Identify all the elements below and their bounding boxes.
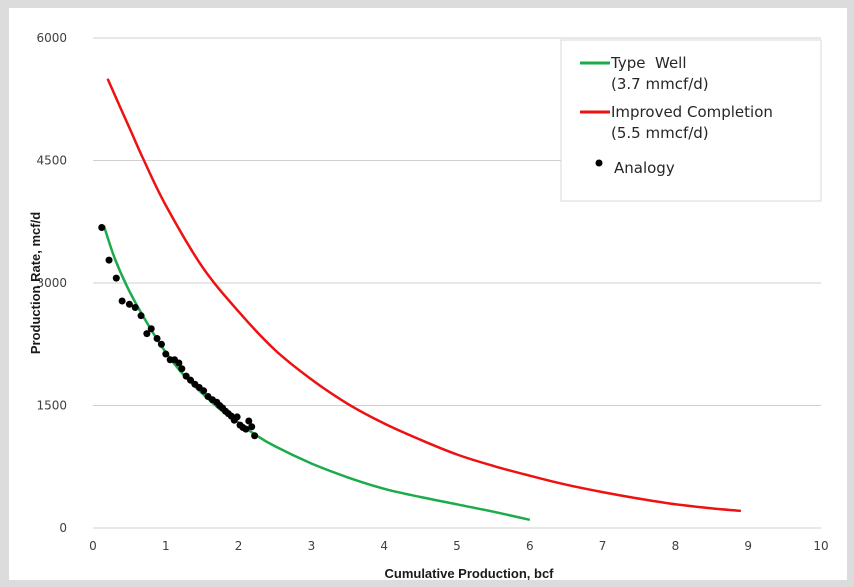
- y-axis-title: Production Rate, mcf/d: [28, 212, 43, 354]
- chart-frame: 0 1 2 3 4 5 6 7 8 9 10 0 1500 3000 4500 6000 Cumulativ…: [9, 8, 847, 580]
- data-point-analogy: [233, 413, 241, 421]
- x-tick-label: 1: [162, 539, 170, 553]
- data-point-analogy: [175, 359, 183, 367]
- y-tick-label: 6000: [36, 31, 67, 45]
- data-point-analogy: [200, 387, 208, 395]
- data-point-analogy: [187, 376, 195, 384]
- x-tick-label: 6: [526, 539, 534, 553]
- data-point-analogy: [131, 304, 139, 311]
- data-point-analogy: [98, 223, 106, 231]
- y-tick-label: 3000: [36, 276, 67, 290]
- series-line-type-well: [102, 225, 531, 522]
- x-tick-label: 4: [380, 539, 388, 553]
- data-point-analogy: [105, 256, 113, 264]
- legend-detail-improved-completion: (5.5 mmcf/d): [611, 124, 709, 142]
- x-tick-label: 10: [813, 539, 828, 553]
- x-tick-label: 8: [672, 539, 680, 553]
- data-point-analogy: [248, 423, 256, 431]
- decline-curve-chart: 0 1 2 3 4 5 6 7 8 9 10 0 1500 3000 4500 6000 Cumulativ…: [28, 31, 829, 580]
- data-point-analogy: [251, 432, 259, 440]
- data-point-analogy: [137, 312, 145, 320]
- y-tick-label: 4500: [36, 154, 67, 168]
- legend-label-type-well: Type Well: [610, 54, 687, 72]
- data-point-analogy: [245, 417, 253, 425]
- data-point-analogy: [125, 300, 133, 308]
- data-point-analogy: [242, 425, 250, 433]
- x-axis-title: Cumulative Production, bcf: [384, 566, 554, 580]
- x-tick-label: 9: [744, 539, 752, 553]
- y-tick-label: 1500: [36, 399, 67, 413]
- data-point-analogy: [143, 330, 151, 338]
- x-tick-label: 0: [89, 539, 97, 553]
- y-tick-label: 0: [59, 521, 67, 535]
- data-point-analogy: [153, 335, 161, 343]
- x-tick-label: 2: [235, 539, 243, 553]
- series-line-improved-completion: [106, 78, 742, 513]
- x-tick-label: 3: [308, 539, 316, 553]
- data-point-analogy: [178, 365, 186, 373]
- x-axis-ticks: 0 1 2 3 4 5 6 7 8 9 10: [89, 539, 828, 553]
- x-tick-label: 7: [599, 539, 607, 553]
- x-tick-label: 5: [453, 539, 461, 553]
- legend-detail-type-well: (3.7 mmcf/d): [611, 75, 709, 93]
- data-point-analogy: [182, 372, 190, 380]
- data-point-analogy: [118, 297, 126, 305]
- y-axis-ticks: 0 1500 3000 4500 6000: [36, 31, 67, 535]
- legend-label-analogy: Analogy: [614, 159, 675, 177]
- data-point-analogy: [147, 325, 155, 333]
- series-group: [98, 78, 742, 522]
- legend-marker-analogy: [595, 159, 603, 167]
- data-point-analogy: [162, 350, 170, 358]
- data-point-analogy: [157, 340, 165, 348]
- legend-label-improved-completion: Improved Completion: [611, 103, 773, 121]
- legend: Type Well (3.7 mmcf/d) Improved Completi…: [560, 39, 822, 202]
- data-point-analogy: [112, 274, 120, 282]
- legend-box: [560, 39, 822, 202]
